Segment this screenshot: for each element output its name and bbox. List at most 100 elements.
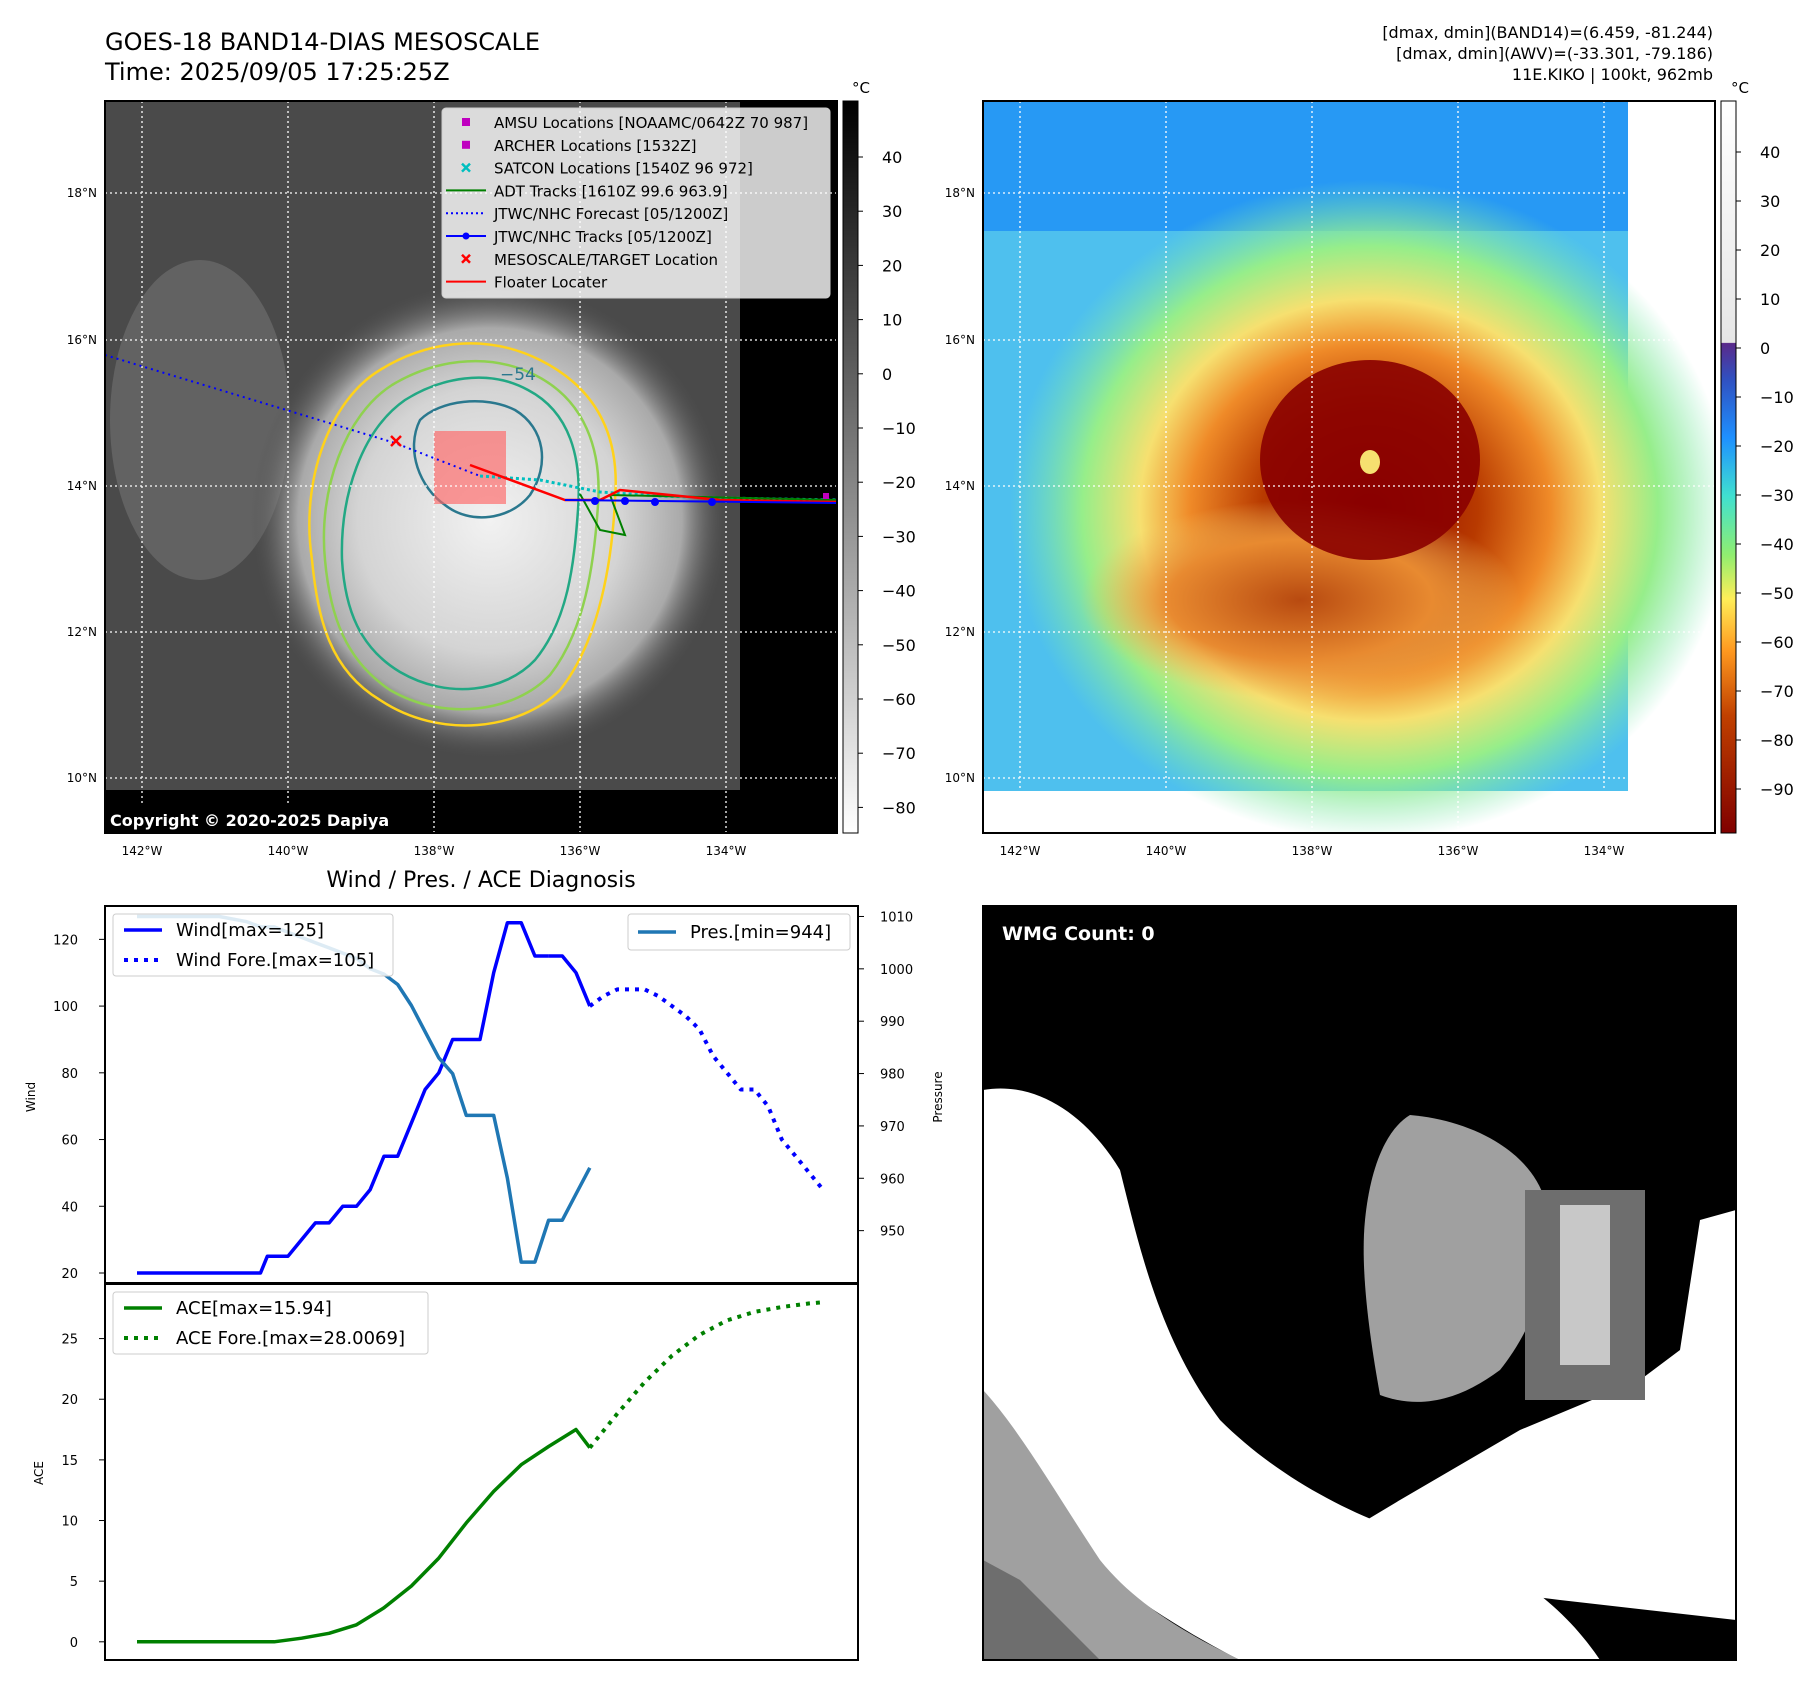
legend-label: Wind Fore.[max=105]	[176, 950, 374, 971]
legend-label: ARCHER Locations [1532Z]	[494, 137, 697, 155]
wind-legend: Wind[max=125] Wind Fore.[max=105]	[112, 913, 394, 977]
legend-marker	[461, 253, 471, 264]
pressure-legend: Pres.[min=944]	[627, 913, 851, 951]
figure-time: Time: 2025/09/05 17:25:25Z	[104, 58, 450, 86]
lat-label: 16°N	[67, 333, 97, 347]
wmg-frame	[982, 905, 1737, 1661]
colorbar-tick-label: −50	[1760, 584, 1794, 603]
colorbar-tick-label: −90	[1760, 780, 1794, 799]
lat-label: 14°N	[67, 479, 97, 493]
y-tick-label: 20	[61, 1267, 78, 1282]
copyright-box	[105, 806, 420, 833]
storm-info-text: 11E.KIKO | 100kt, 962mb	[1512, 65, 1713, 84]
colorbar-tick-label: 10	[882, 311, 902, 330]
legend-label: AMSU Locations [NOAAMC/0642Z 70 987]	[494, 114, 808, 132]
contour-teal	[412, 400, 544, 519]
y-tick-right-label: 1010	[880, 910, 913, 925]
legend-label: ADT Tracks [1610Z 99.6 963.9]	[494, 182, 728, 200]
color-map-lon-labels: 142°W 140°W 138°W 136°W 134°W	[1000, 844, 1625, 858]
ace-legend: ACE[max=15.94] ACE Fore.[max=28.0069]	[112, 1291, 429, 1355]
jtwc-track-points	[591, 497, 716, 506]
colorbar-tick-label: 40	[1760, 143, 1780, 162]
series-line	[137, 1427, 592, 1644]
legend-marker	[461, 162, 471, 173]
colorbar-tick-label: 0	[1760, 339, 1770, 358]
mesoscale-target-marker	[390, 435, 402, 447]
colorbar-tick-label: −60	[882, 690, 916, 709]
y-tick-label: 20	[61, 1393, 78, 1408]
y-tick-right-label: 990	[880, 1015, 905, 1030]
legend-label: Wind[max=125]	[176, 920, 324, 941]
lat-label: 12°N	[67, 625, 97, 639]
lat-label: 12°N	[945, 625, 975, 639]
ir-storm-canopy	[250, 280, 730, 760]
color-map-frame	[982, 100, 1716, 834]
colorbar-tick-label: −80	[882, 798, 916, 817]
colorbar-tick-label: 20	[1760, 241, 1780, 260]
legend-marker	[462, 140, 470, 149]
colorbar-tick-label: 40	[882, 148, 902, 167]
color-map-lat-labels: 18°N 16°N 14°N 12°N 10°N	[945, 186, 975, 785]
gray-colorbar-ticks: 40 30 20 10 0 −10 −20 −30 −40 −50 −60 −70 −80	[858, 148, 916, 817]
figure-title: GOES-18 BAND14-DIAS MESOSCALE	[105, 28, 540, 56]
wmg-label-box	[990, 913, 1185, 949]
colorbar-tick-label: 20	[882, 256, 902, 275]
ir-map-frame	[104, 100, 838, 834]
legend-label: ACE[max=15.94]	[176, 1298, 332, 1319]
dmax-band14-text: [dmax, dmin](BAND14)=(6.459, -81.244)	[1382, 23, 1713, 42]
wind-ylabel: Wind	[24, 1082, 38, 1112]
colorbar-tick-label: −10	[882, 419, 916, 438]
colorbar-tick-label: −20	[1760, 437, 1794, 456]
y-tick-label: 40	[61, 1200, 78, 1215]
colorbar-tick-label: 0	[882, 365, 892, 384]
legend-box	[112, 913, 394, 977]
gray-colorbar	[842, 100, 859, 834]
lon-label: 134°W	[1584, 844, 1625, 858]
legend-marker	[462, 118, 470, 126]
color-colorbar	[1720, 100, 1737, 834]
y-tick-label: 120	[53, 933, 78, 948]
ace-plot	[137, 1300, 824, 1644]
colorbar-tick-label: 30	[1760, 192, 1780, 211]
colorbar-tick-label: 10	[1760, 290, 1780, 309]
legend-box	[112, 1291, 429, 1355]
lon-label: 138°W	[1292, 844, 1333, 858]
lon-label: 142°W	[122, 844, 163, 858]
amsu-marker	[823, 493, 829, 499]
lat-label: 14°N	[945, 479, 975, 493]
ir-map-lon-labels: 142°W 140°W 138°W 136°W 134°W	[122, 844, 747, 858]
legend-marker	[462, 232, 470, 240]
ir-map-lat-labels: 18°N 16°N 14°N 12°N 10°N	[67, 186, 97, 785]
wmg-core-gray	[1363, 1115, 1550, 1402]
contour-label: −54	[500, 365, 536, 385]
lon-label: 138°W	[414, 844, 455, 858]
colorbar-tick-label: −10	[1760, 388, 1794, 407]
wmg-bottom-dark	[983, 1560, 1100, 1660]
ace-ylabel: ACE	[32, 1461, 46, 1485]
colorbar-tick-label: −70	[882, 744, 916, 763]
diagnosis-title: Wind / Pres. / ACE Diagnosis	[326, 868, 635, 893]
lon-label: 140°W	[268, 844, 309, 858]
y-tick-label: 10	[61, 1515, 78, 1530]
wmg-panel: WMG Count: 0	[983, 906, 1736, 1660]
colorbar-tick-label: −40	[1760, 535, 1794, 554]
y-tick-label: 25	[61, 1333, 78, 1348]
legend-box	[627, 913, 851, 951]
colorbar-tick-label: −80	[1760, 731, 1794, 750]
legend-label: Pres.[min=944]	[690, 922, 831, 943]
y-tick-label: 100	[53, 1000, 78, 1015]
ace-axes: 0 5 10 15 20 25	[61, 1333, 105, 1651]
colorbar-tick-label: −50	[882, 636, 916, 655]
legend-label: JTWC/NHC Tracks [05/1200Z]	[493, 228, 712, 246]
colorbar-tick-label: −20	[882, 473, 916, 492]
floater-locater-track	[469, 463, 837, 504]
lat-label: 18°N	[67, 186, 97, 200]
colorbar-tick-label: −30	[882, 527, 916, 546]
y-tick-right-label: 950	[880, 1225, 905, 1240]
pressure-ylabel: Pressure	[931, 1071, 945, 1122]
lon-label: 142°W	[1000, 844, 1041, 858]
y-tick-label: 0	[70, 1636, 78, 1651]
map-legend: AMSU Locations [NOAAMC/0642Z 70 987] ARCH…	[441, 107, 831, 299]
y-tick-label: 15	[61, 1454, 78, 1469]
